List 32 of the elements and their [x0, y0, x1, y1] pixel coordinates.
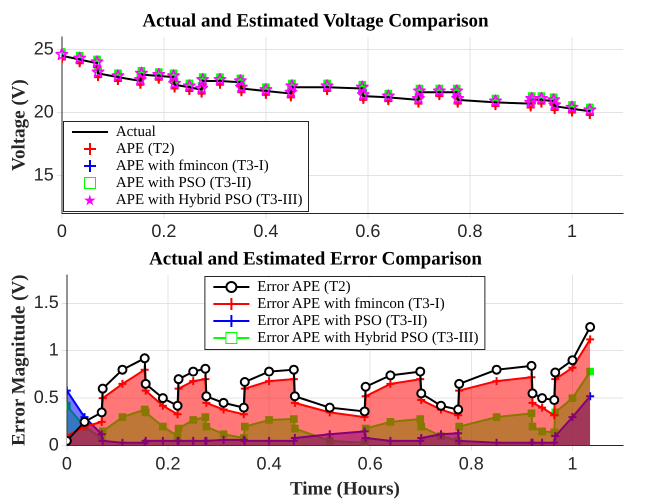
y-tick-label: 0.5: [34, 387, 59, 408]
chart-title: Actual and Estimated Voltage Comparison: [142, 10, 490, 32]
y-tick-label: 0: [48, 434, 59, 455]
x-axis-title: Time (Hours): [290, 478, 400, 500]
x-tick-label: 0.8: [458, 453, 484, 474]
y-tick-label: 15: [34, 164, 54, 185]
y-tick-label: 1: [48, 340, 59, 360]
legend-label: APE (T2): [116, 141, 175, 158]
legend-label: APE with PSO (T3-II): [116, 175, 252, 192]
y-tick-label: 1.5: [34, 292, 59, 312]
x-tick-label: 0.4: [253, 221, 278, 242]
x-tick-label: 0.4: [256, 453, 282, 474]
x-tick-label: 0.8: [457, 221, 482, 242]
x-tick-label: 0.2: [155, 453, 180, 474]
legend-label: Error APE (T2): [257, 278, 351, 296]
x-tick-label: 0.6: [358, 453, 383, 474]
y-axis-title: Error Magnitude (V): [8, 274, 30, 446]
x-tick-label: 0: [62, 453, 72, 474]
legend-label: APE with Hybrid PSO (T3-III): [116, 192, 302, 210]
x-tick-label: 0.2: [151, 221, 176, 242]
legend-label: Error APE with PSO (T3-II): [257, 312, 428, 330]
legend-label: APE with fmincon (T3-I): [116, 158, 269, 176]
x-tick-label: 1: [566, 221, 577, 242]
legend-label: Error APE with fmincon (T3-I): [257, 296, 445, 313]
y-tick-label: 25: [34, 38, 54, 58]
chart-title: Actual and Estimated Error Comparison: [149, 248, 482, 270]
x-tick-label: 1: [567, 453, 578, 474]
y-axis-title: Voltage (V): [8, 79, 30, 171]
legend-label: Error APE with Hybrid PSO (T3-III): [257, 330, 479, 347]
x-tick-label: 0.6: [355, 221, 380, 242]
y-tick-label: 20: [34, 101, 54, 122]
legend-label: Actual: [116, 124, 156, 142]
